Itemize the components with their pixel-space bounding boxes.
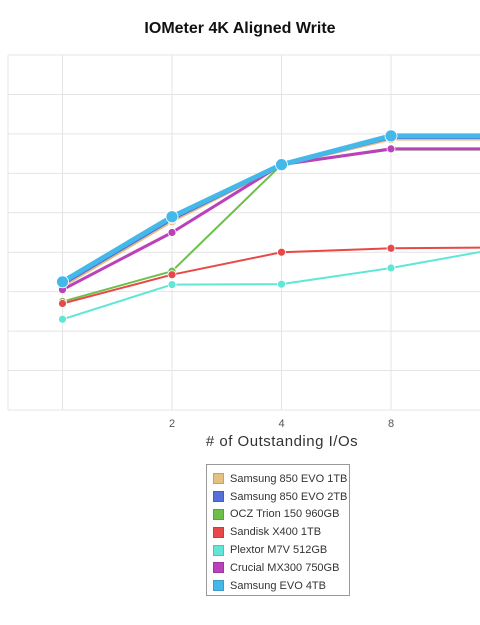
data-point[interactable] [386,243,396,253]
data-point[interactable] [165,210,179,224]
legend-label: Crucial MX300 750GB [230,561,340,574]
legend-swatch [213,491,224,503]
data-point[interactable] [277,279,286,289]
line-chart: 24816 [7,54,480,430]
x-axis-label: # of Outstanding I/Os [205,433,359,450]
legend-item[interactable]: Samsung 850 EVO 1TB [213,470,349,488]
series-samsung-evo-4tb [56,129,480,289]
legend-label: OCZ Trion 150 960GB [230,508,340,521]
legend-swatch [213,473,224,485]
legend-item[interactable]: Plextor M7V 512GB [213,541,349,559]
data-point[interactable] [58,314,67,324]
data-point[interactable] [275,158,288,172]
legend-item[interactable]: Crucial MX300 750GB [213,559,349,577]
series-sandisk-x400-1tb [58,243,480,308]
legend-item[interactable]: Samsung EVO 4TB [213,577,349,595]
legend-swatch [213,580,224,592]
series-samsung-850-evo-1tb [57,133,480,292]
data-point[interactable] [167,280,177,289]
x-tick-label: 8 [388,418,394,430]
series-line [62,246,480,305]
grid-lines [7,54,480,411]
data-point[interactable] [167,270,177,280]
legend-label: Sandisk X400 1TB [230,526,322,539]
legend-swatch [213,562,224,574]
x-tick-label: 4 [278,418,284,430]
legend-label: Plextor M7V 512GB [230,544,328,557]
data-point[interactable] [167,228,177,237]
series-line [61,147,480,292]
legend-item[interactable]: Samsung 850 EVO 2TB [213,488,349,506]
series-samsung-850-evo-2tb [57,131,480,290]
legend-label: Samsung 850 EVO 1TB [230,472,348,485]
data-point[interactable] [58,299,67,308]
legend-swatch [213,508,224,520]
data-point[interactable] [386,144,396,154]
data-point[interactable] [384,129,398,143]
data-point[interactable] [386,263,396,273]
legend-swatch [213,526,224,538]
legend: Samsung 850 EVO 1TB Samsung 850 EVO 2TB OC… [206,464,350,596]
legend-item[interactable]: Sandisk X400 1TB [213,523,349,541]
series-line [62,250,480,321]
series-plextor-m7v-512gb [58,250,480,324]
legend-label: Samsung EVO 4TB [230,579,326,592]
x-tick-labels: 24816 [169,418,394,430]
data-point[interactable] [56,275,69,289]
chart-title: IOMeter 4K Aligned Write [144,20,336,37]
series-line [61,133,480,284]
legend-item[interactable]: OCZ Trion 150 960GB [213,506,349,524]
series-crucial-mx300-750gb [58,144,480,295]
series-line [61,135,480,286]
x-tick-label: 2 [169,418,175,430]
legend-swatch [213,544,224,556]
series-lines [56,129,480,324]
data-point[interactable] [277,247,286,257]
legend-label: Samsung 850 EVO 2TB [230,490,348,503]
